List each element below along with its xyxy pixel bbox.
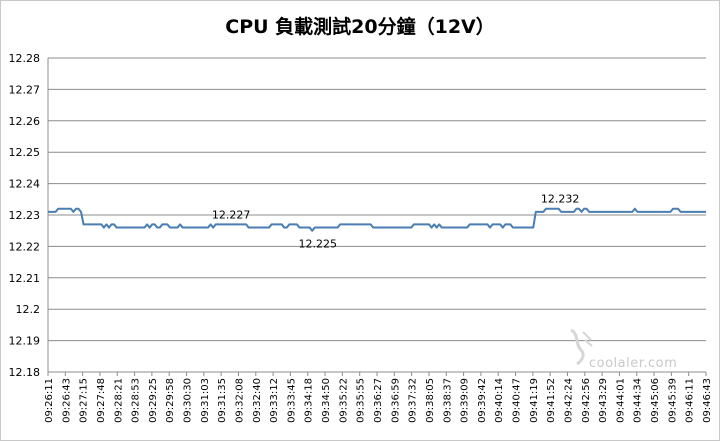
x-tick-label: 09:44:01 — [615, 378, 626, 423]
x-tick-label: 09:31:03 — [200, 378, 211, 423]
data-label: 12.232 — [541, 193, 580, 206]
x-tick-label: 09:36:59 — [390, 378, 401, 423]
y-axis: 12.18 12.19 12.2 12.21 12.22 12.23 12.24 12.25 1… — [9, 52, 49, 379]
x-tick-label: 09:34:18 — [304, 378, 315, 423]
y-tick-label: 12.19 — [9, 335, 41, 348]
x-tick-label: 09:35:55 — [356, 378, 367, 423]
y-tick-label: 12.23 — [9, 209, 41, 222]
data-label: 12.225 — [298, 238, 337, 251]
y-tick-label: 12.18 — [9, 366, 41, 379]
y-tick-label: 12.22 — [9, 240, 41, 253]
x-tick-label: 09:39:42 — [477, 378, 488, 423]
x-tick-label: 09:41:19 — [529, 378, 540, 423]
x-axis: 09:26:11 09:26:43 09:27:15 09:27:48 09:28:21… — [44, 371, 713, 423]
watermark-logo-icon — [570, 328, 593, 366]
y-tick-label: 12.28 — [9, 52, 41, 65]
x-tick-label: 09:28:53 — [131, 378, 142, 423]
x-tick-label: 09:45:06 — [650, 378, 661, 423]
x-tick-label: 09:33:45 — [286, 378, 297, 423]
x-tick-label: 09:46:43 — [702, 378, 713, 423]
x-tick-label: 09:42:56 — [581, 378, 592, 423]
x-tick-label: 09:29:25 — [148, 378, 159, 423]
x-tick-label: 09:40:47 — [512, 378, 523, 423]
chart-title: CPU 負載測試20分鐘（12V） — [225, 16, 495, 38]
x-tick-label: 09:38:37 — [442, 378, 453, 423]
gridlines — [48, 57, 706, 373]
watermark-text: coolaler.com — [589, 356, 678, 371]
x-tick-label: 09:32:08 — [234, 378, 245, 423]
x-tick-label: 09:43:29 — [598, 378, 609, 423]
annotations: 12.227 12.225 12.232 — [212, 193, 580, 251]
x-tick-label: 09:42:24 — [563, 378, 574, 423]
x-tick-label: 09:27:48 — [96, 378, 107, 423]
x-tick-label: 09:40:14 — [494, 378, 505, 423]
y-tick-label: 12.27 — [9, 83, 41, 96]
x-tick-label: 09:31:35 — [217, 378, 228, 423]
plot-series — [48, 207, 706, 232]
y-tick-label: 12.21 — [9, 272, 41, 285]
x-tick-label: 09:30:30 — [183, 378, 194, 423]
y-tick-label: 12.2 — [16, 303, 41, 316]
x-tick-label: 09:45:39 — [667, 378, 678, 423]
x-tick-label: 09:27:15 — [79, 378, 90, 423]
x-tick-label: 09:28:21 — [113, 378, 124, 423]
x-tick-label: 09:46:11 — [685, 378, 696, 423]
series-line-0 — [48, 207, 706, 232]
x-tick-label: 09:35:22 — [338, 378, 349, 423]
x-tick-label: 09:38:05 — [425, 378, 436, 423]
x-tick-label: 09:37:32 — [408, 378, 419, 423]
y-tick-label: 12.24 — [9, 178, 41, 191]
x-tick-label: 09:36:27 — [373, 378, 384, 423]
y-tick-label: 12.25 — [9, 146, 41, 159]
x-tick-label: 09:26:11 — [44, 378, 55, 423]
y-tick-label: 12.26 — [9, 115, 41, 128]
x-tick-label: 09:32:40 — [252, 378, 263, 423]
x-tick-label: 09:39:09 — [460, 378, 471, 423]
x-tick-label: 09:33:12 — [269, 378, 280, 423]
data-label: 12.227 — [212, 208, 251, 221]
x-tick-label: 09:41:52 — [546, 378, 557, 423]
x-tick-label: 09:44:34 — [633, 378, 644, 423]
x-tick-label: 09:29:58 — [165, 378, 176, 423]
x-tick-label: 09:26:43 — [61, 378, 72, 423]
x-tick-label: 09:34:50 — [321, 378, 332, 423]
